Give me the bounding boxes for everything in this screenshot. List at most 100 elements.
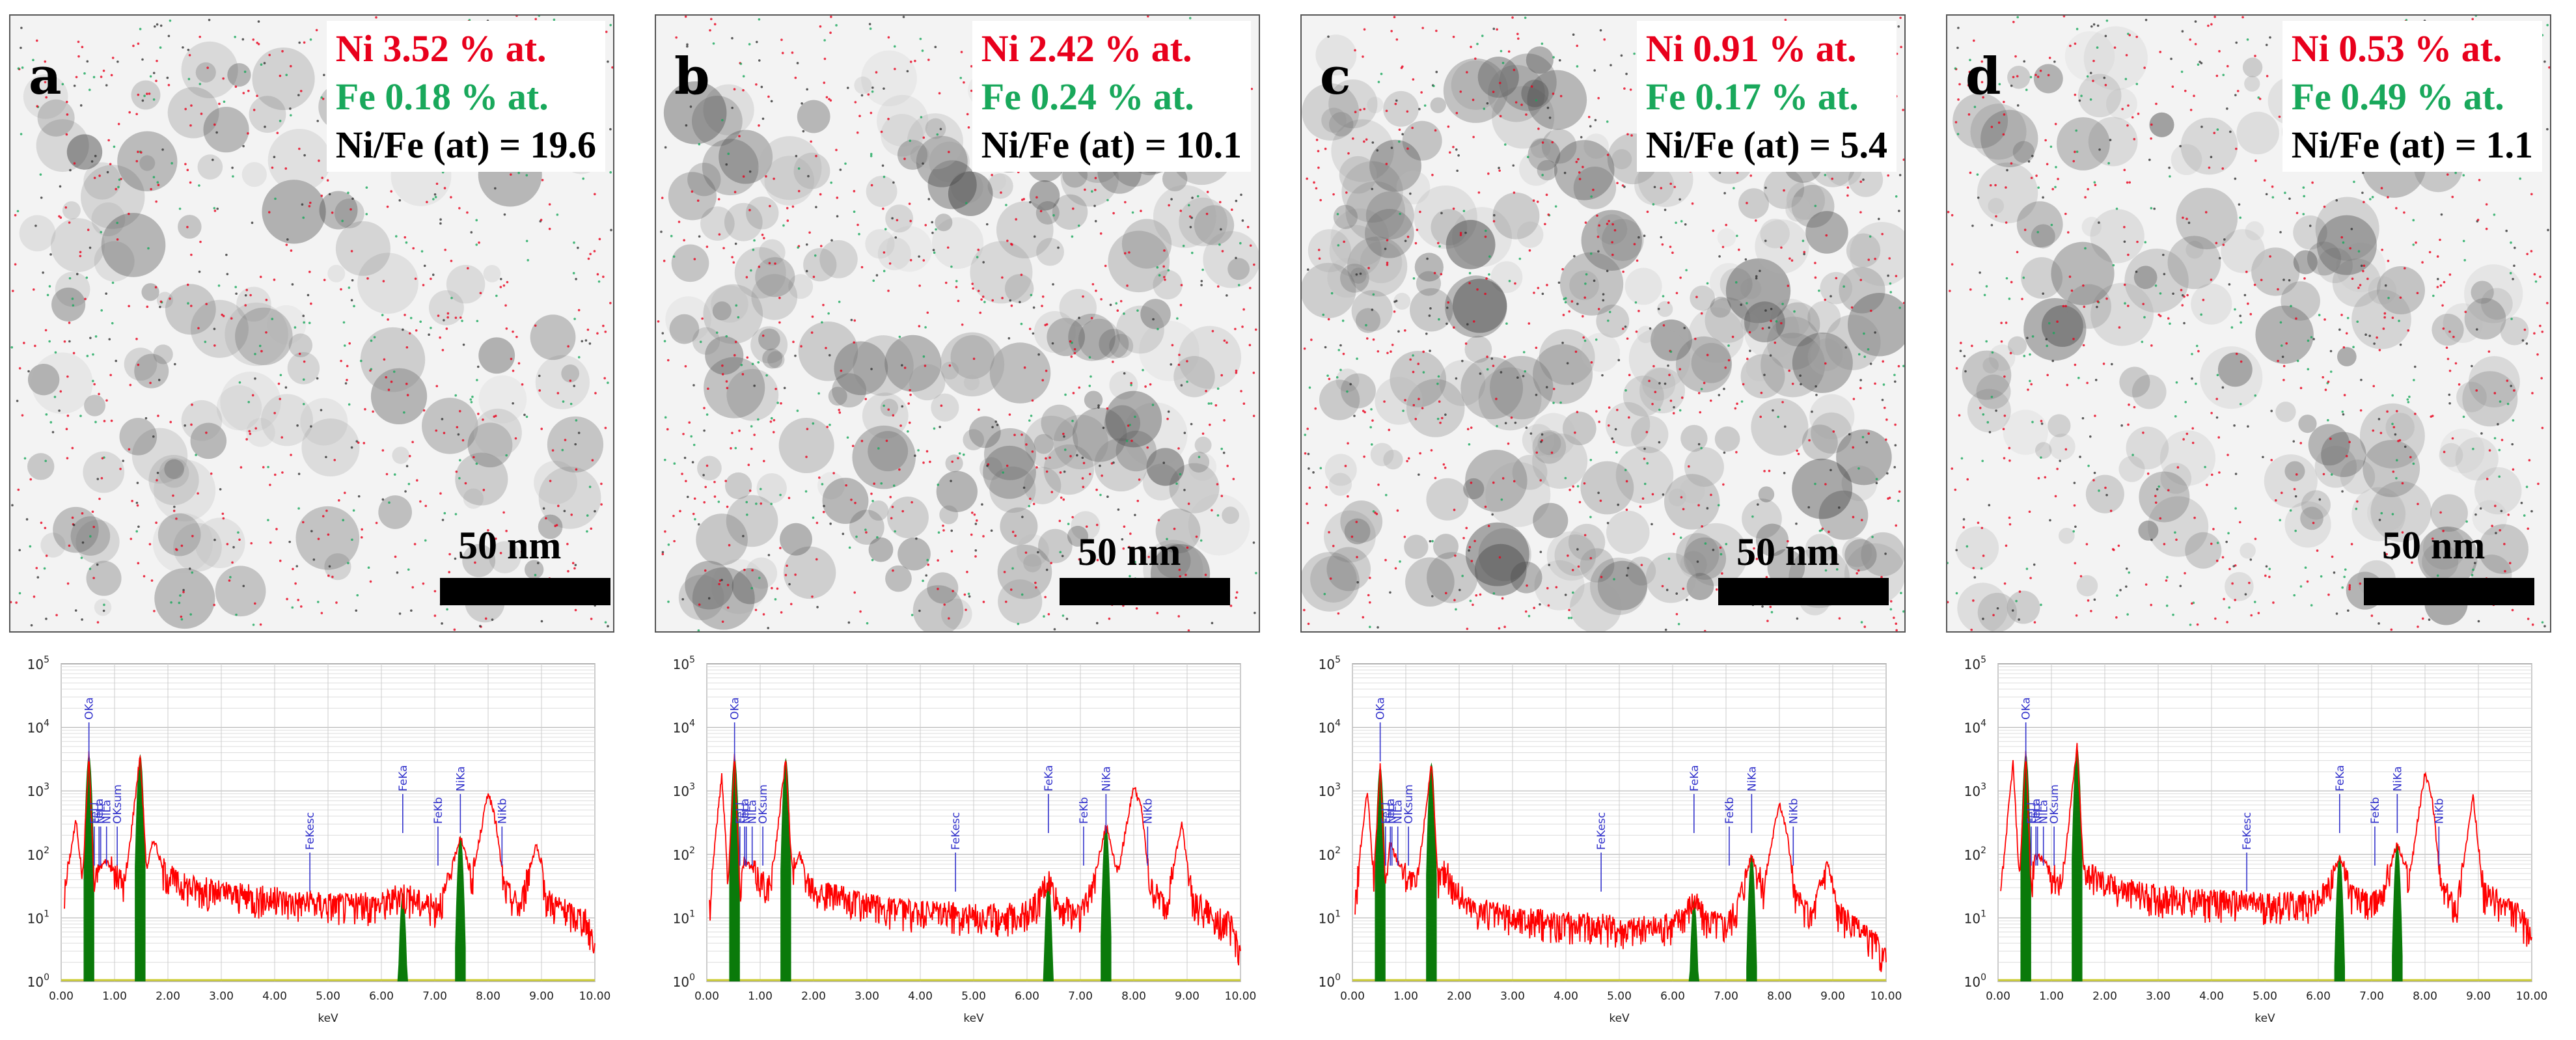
x-tick-label: 5.00 [316,990,340,1003]
marker-label: FeLa [93,799,106,824]
x-tick-label: 10.00 [2516,990,2548,1003]
marker-label: NiLl [1386,803,1399,824]
x-tick-label: 5.00 [961,990,986,1003]
microscopy-texture [1302,34,1904,631]
eds-spectrum-d: 100 101 102 103 104 105 0.00 1.00 2.00 3.00 4.00 5.… [1946,652,2551,1030]
marker-label: NiKa [1100,766,1113,791]
y-tick-label: 103 [673,782,695,799]
y-tick-label: 104 [1964,718,1986,736]
spectrum-line [1354,763,1887,972]
x-tick-label: 6.00 [2306,990,2331,1003]
marker-label: FeKa [1688,765,1701,791]
y-tick-label: 100 [1964,972,1986,990]
scale-bar [1060,578,1230,605]
fe-content-label: Fe 0.24 % at. [981,75,1194,118]
composition-labels: Ni 3.52 % at. Fe 0.18 % at. Ni/Fe (at) =… [326,21,605,172]
composition-labels: Ni 0.53 % at. Fe 0.49 % at. Ni/Fe (at) =… [2282,21,2542,172]
marker-label: FeKa [2334,765,2347,791]
marker-label: OKsum [757,784,770,824]
y-tick-label: 100 [1319,972,1341,990]
x-tick-label: 6.00 [369,990,394,1003]
marker-label: FeKb [2369,797,2382,824]
spectrum-chart: 100 101 102 103 104 105 0.00 1.00 2.00 3.00 4.00 5.… [1319,655,1902,1025]
stem-eds-map-a: a Ni 3.52 % at. Fe 0.18 % at. Ni/Fe (at)… [9,14,614,633]
panel-letter: c [1320,47,1351,106]
marker-label: FeKesc [950,812,963,850]
x-tick-label: 0.00 [49,990,74,1003]
stem-eds-map-b: b Ni 2.42 % at. Fe 0.24 % at. Ni/Fe (at)… [655,14,1260,633]
ni-content-label: Ni 0.53 % at. [2291,27,2502,70]
x-tick-label: 8.00 [1121,990,1146,1003]
peak-fill [2392,843,2403,981]
marker-label: OKa [2020,697,2033,720]
panel-c: c Ni 0.91 % at. Fe 0.17 % at. Ni/Fe (at)… [1300,14,1906,1030]
x-axis-label: keV [2254,1012,2275,1025]
peak-fill [397,892,408,981]
peak-fill [1746,854,1757,981]
y-tick-label: 105 [673,655,695,672]
x-tick-label: 10.00 [1225,990,1257,1003]
x-axis-label: keV [963,1012,984,1025]
composition-labels: Ni 0.91 % at. Fe 0.17 % at. Ni/Fe (at) =… [1636,21,1897,172]
spectrum-line [64,750,596,953]
marker-label: FeKb [432,797,445,824]
y-tick-label: 104 [673,718,695,736]
ni-fe-ratio-label: Ni/Fe (at) = 19.6 [335,124,596,166]
x-tick-label: 4.00 [1554,990,1578,1003]
fe-content-label: Fe 0.49 % at. [2291,75,2504,118]
x-tick-label: 4.00 [908,990,933,1003]
x-tick-label: 0.00 [694,990,719,1003]
panel-b: b Ni 2.42 % at. Fe 0.24 % at. Ni/Fe (at)… [655,14,1260,1030]
ni-content-label: Ni 2.42 % at. [981,27,1192,70]
x-tick-label: 7.00 [1714,990,1738,1003]
fe-content-label: Fe 0.17 % at. [1645,75,1859,118]
marker-label: FeKb [1078,797,1091,824]
y-tick-label: 105 [1319,655,1341,672]
marker-label: NiLa [1392,800,1405,824]
x-tick-label: 7.00 [1068,990,1093,1003]
marker-label: FeLl [734,802,747,824]
peak-fill [2334,854,2345,981]
panel-letter: d [1966,47,2001,106]
peak-fill [1043,879,1054,981]
y-tick-label: 101 [27,909,49,926]
x-tick-label: 9.00 [529,990,554,1003]
x-tick-label: 0.00 [1340,990,1365,1003]
x-tick-label: 6.00 [1015,990,1039,1003]
marker-label: NiKa [454,766,467,791]
x-tick-label: 7.00 [2359,990,2384,1003]
y-tick-label: 103 [27,782,49,799]
marker-label: OKsum [1403,784,1416,824]
peak-fill [1688,899,1699,981]
marker-label: NiKa [2391,766,2404,791]
marker-label: OKsum [111,784,124,824]
x-tick-label: 4.00 [2199,990,2224,1003]
eds-spectrum-a: 100 101 102 103 104 105 0.00 1.00 2.00 3.00 4.00 5.… [9,652,614,1030]
marker-label: FeKesc [2241,812,2254,850]
y-tick-label: 104 [1319,718,1341,736]
element-map-dots [10,16,613,631]
marker-label: NiKb [1142,799,1155,824]
ni-content-label: Ni 3.52 % at. [335,27,547,70]
marker-label: OKa [83,697,96,720]
y-tick-label: 105 [1964,655,1986,672]
x-tick-label: 9.00 [2466,990,2491,1003]
x-tick-label: 9.00 [1175,990,1199,1003]
x-tick-label: 1.00 [2039,990,2064,1003]
marker-label: FeLl [1380,802,1393,824]
microscopy-image-c [1302,16,1904,631]
y-tick-label: 100 [27,972,49,990]
marker-label: NiLa [101,800,114,824]
panel-d: d Ni 0.53 % at. Fe 0.49 % at. Ni/Fe (at)… [1946,14,2551,1030]
x-tick-label: 6.00 [1660,990,1685,1003]
y-tick-label: 102 [27,845,49,863]
marker-label: NiLl [95,803,108,824]
y-tick-label: 101 [1319,909,1341,926]
ni-fe-ratio-label: Ni/Fe (at) = 1.1 [2291,124,2533,166]
spectrum-chart: 100 101 102 103 104 105 0.00 1.00 2.00 3.00 4.00 5.… [27,655,611,1025]
y-tick-label: 102 [1964,845,1986,863]
x-tick-label: 7.00 [422,990,447,1003]
spectrum-chart: 100 101 102 103 104 105 0.00 1.00 2.00 3.00 4.00 5.… [673,655,1257,1025]
y-tick-label: 102 [1319,845,1341,863]
marker-label: NiLl [2032,803,2045,824]
